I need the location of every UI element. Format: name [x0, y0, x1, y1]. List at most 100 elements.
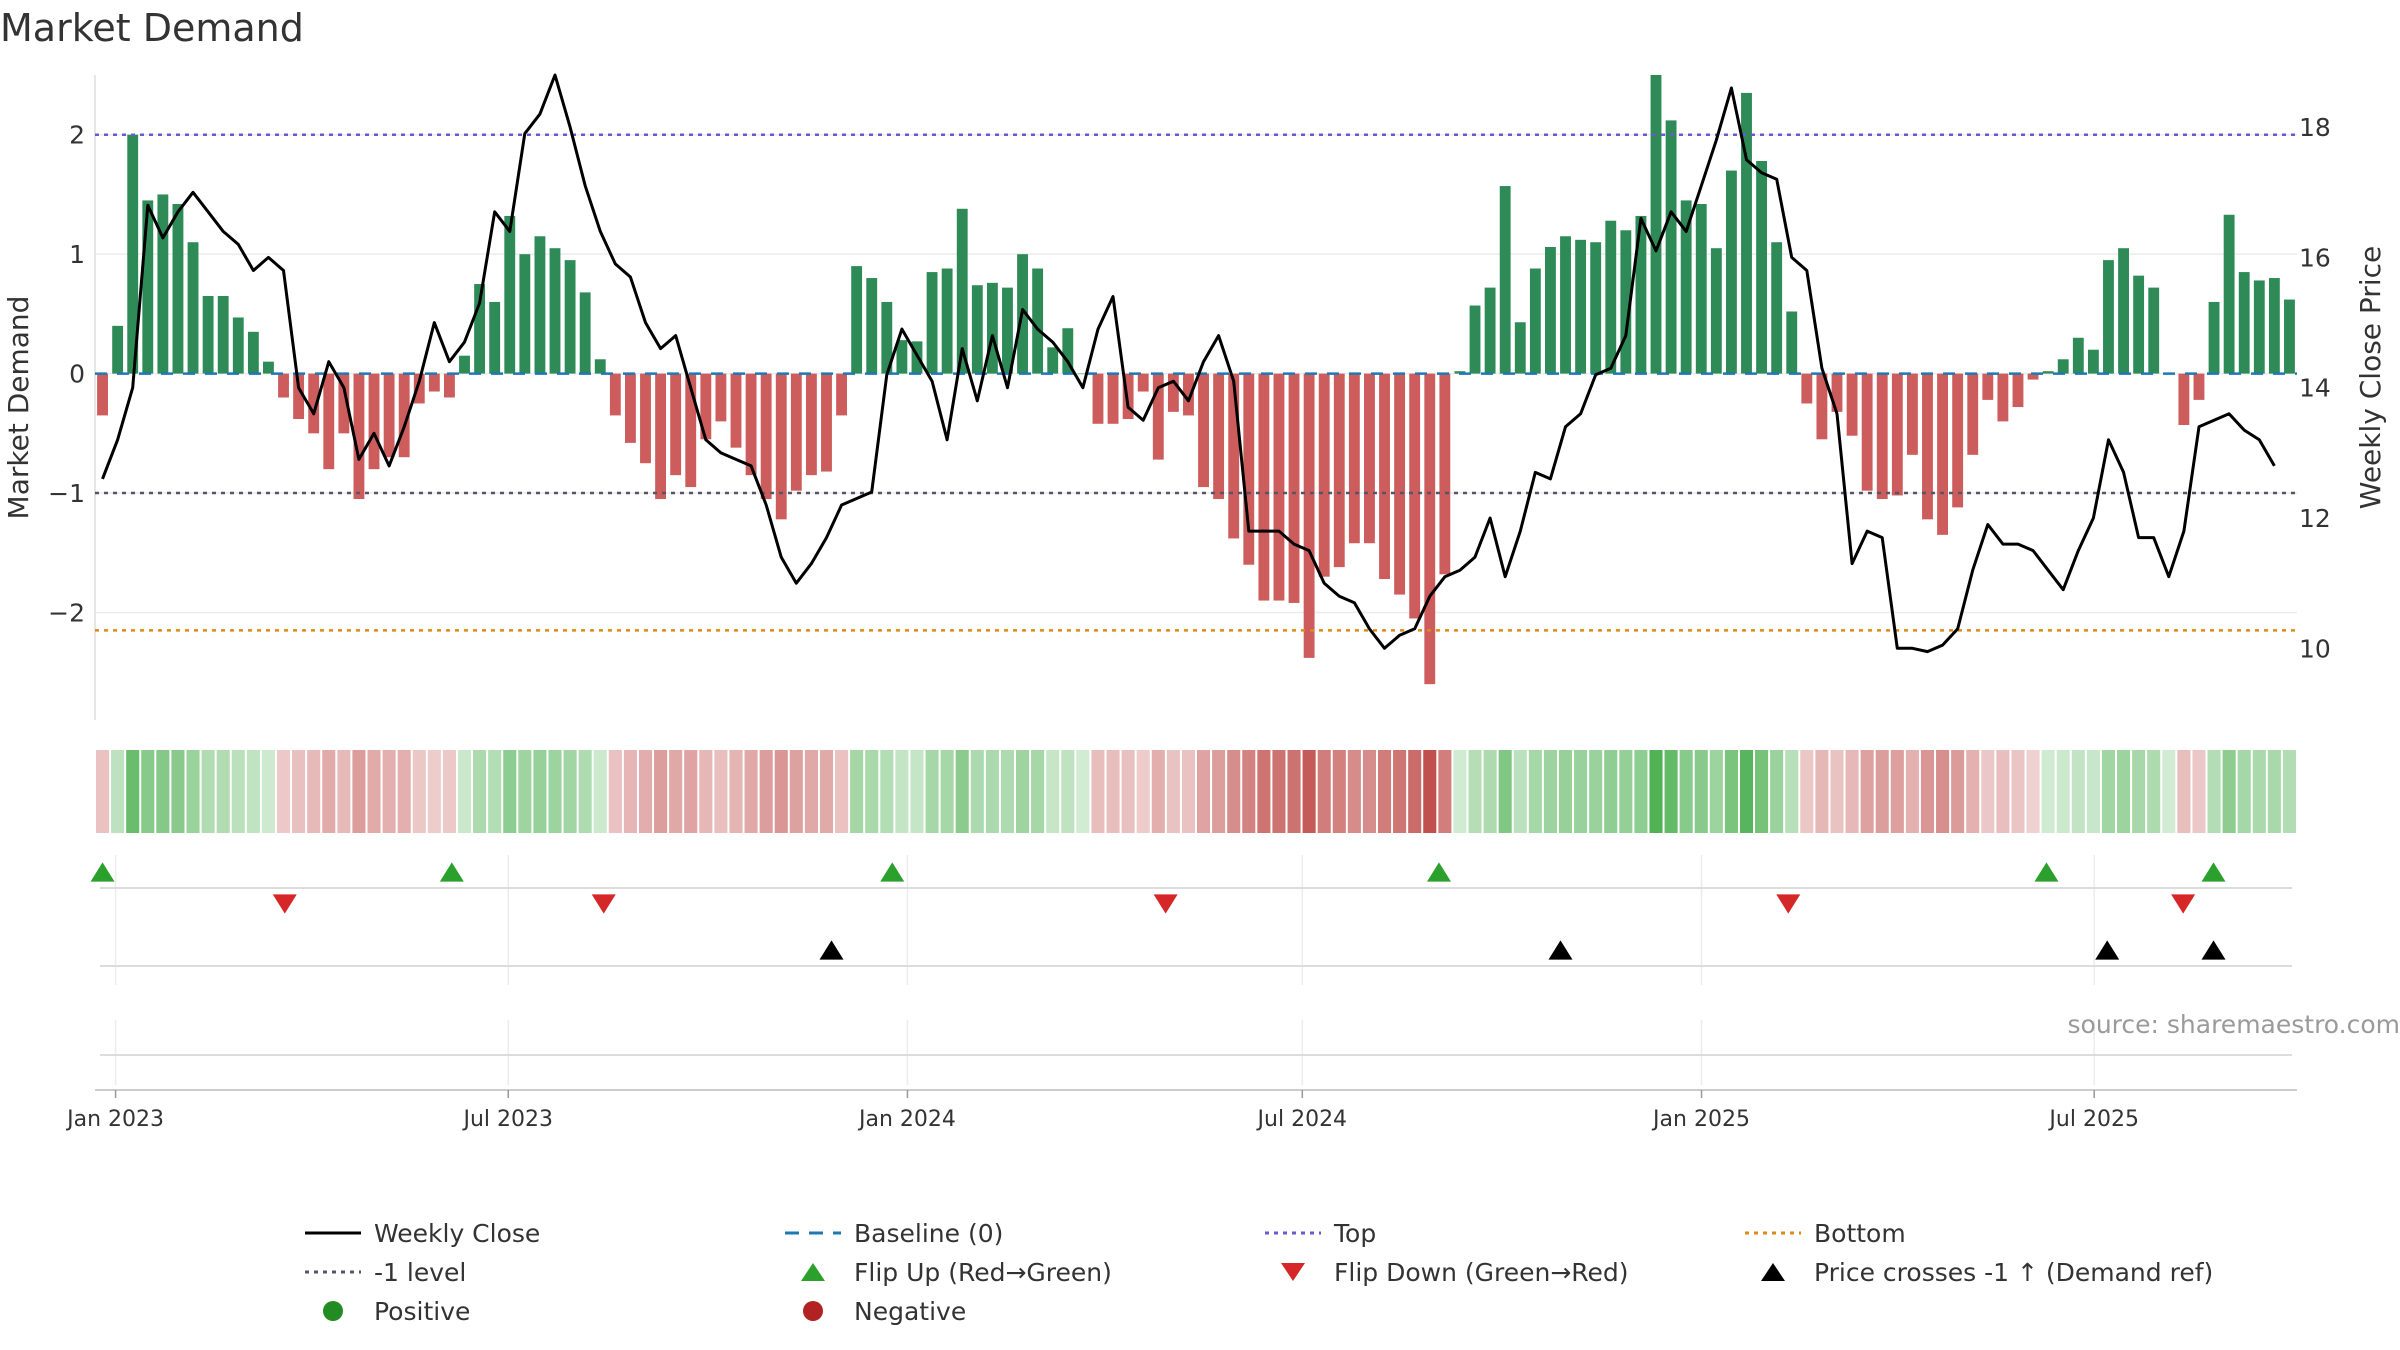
heatmap-cell: [714, 750, 728, 833]
demand-bar: [142, 200, 154, 374]
heatmap-cell: [2162, 750, 2176, 833]
flip-down-marker: [272, 894, 297, 914]
heatmap-cell: [804, 750, 818, 833]
demand-bar: [1469, 305, 1481, 374]
demand-bar: [2148, 287, 2160, 374]
heatmap-cell: [1800, 750, 1814, 833]
heatmap-cell: [412, 750, 426, 833]
heatmap-cell: [850, 750, 864, 833]
heatmap-cell: [1649, 750, 1663, 833]
legend-item: Flip Up (Red→Green): [780, 1254, 1112, 1290]
demand-bar: [1620, 230, 1632, 374]
demand-bar: [1967, 373, 1979, 455]
heatmap-cell: [171, 750, 185, 833]
demand-bar: [1243, 373, 1255, 565]
demand-bar: [398, 373, 410, 458]
demand-bar: [1062, 328, 1074, 374]
demand-bar: [1092, 373, 1104, 424]
heatmap-cell: [578, 750, 592, 833]
demand-bar: [896, 340, 908, 374]
heatmap-cell: [895, 750, 909, 833]
heatmap-cell: [307, 750, 321, 833]
flip-down-marker: [591, 894, 616, 914]
demand-bar: [217, 295, 229, 374]
y-tick-label: 0: [69, 360, 85, 389]
heatmap-cell: [2267, 750, 2281, 833]
heatmap-cell: [654, 750, 668, 833]
heatmap-cell: [1197, 750, 1211, 833]
demand-bar: [504, 215, 516, 374]
heatmap-cell: [1031, 750, 1045, 833]
demand-bar: [1394, 373, 1406, 595]
heatmap-cell: [1694, 750, 1708, 833]
heatmap-cell: [1151, 750, 1165, 833]
demand-bar: [1997, 373, 2009, 422]
heatmap-cell: [473, 750, 487, 833]
y2-tick-label: 14: [2299, 374, 2331, 403]
demand-bar: [1665, 120, 1677, 374]
flip-up-marker: [90, 862, 115, 882]
demand-bar: [1529, 268, 1541, 374]
heatmap-cell: [1212, 750, 1226, 833]
heatmap-cell: [985, 750, 999, 833]
demand-bar: [866, 278, 878, 374]
chart-title: Market Demand: [0, 6, 304, 50]
demand-bar: [338, 373, 350, 434]
demand-bar: [489, 301, 501, 374]
heatmap-cell: [1770, 750, 1784, 833]
demand-bar: [1741, 92, 1752, 374]
heatmap-cell: [970, 750, 984, 833]
legend-dot-icon: [780, 1293, 846, 1329]
heatmap-cell: [246, 750, 260, 833]
demand-bar: [1499, 186, 1511, 374]
demand-bar: [1273, 373, 1285, 601]
demand-bar: [1575, 239, 1587, 374]
heatmap-cell: [1362, 750, 1376, 833]
heatmap-cell: [1166, 750, 1180, 833]
legend-triangle-up-icon: [1740, 1254, 1806, 1290]
demand-bar: [1484, 287, 1496, 374]
demand-bar: [2133, 275, 2145, 374]
demand-bar: [1560, 236, 1571, 374]
demand-bar: [579, 292, 591, 374]
demand-bar: [775, 373, 787, 520]
heatmap-cell: [548, 750, 562, 833]
heatmap-cell: [1136, 750, 1150, 833]
heatmap-cell: [2252, 750, 2266, 833]
heatmap-cell: [1393, 750, 1407, 833]
demand-bar: [534, 236, 546, 374]
demand-bar: [1303, 373, 1315, 658]
demand-bar: [1801, 373, 1813, 404]
demand-bar: [1122, 373, 1134, 419]
heatmap-cell: [910, 750, 924, 833]
demand-bar: [2057, 359, 2069, 374]
demand-bar: [2103, 260, 2114, 374]
heatmap-cell: [774, 750, 788, 833]
demand-bar: [941, 268, 953, 374]
demand-bar: [745, 373, 757, 476]
legend-label: Price crosses -1 ↑ (Demand ref): [1814, 1257, 2214, 1287]
demand-bar: [1710, 248, 1722, 374]
heatmap-cell: [2192, 750, 2206, 833]
flip-down-marker: [1776, 894, 1801, 914]
heatmap-cell: [141, 750, 155, 833]
heatmap-cell: [1242, 750, 1256, 833]
price-cross-marker: [2095, 940, 2120, 960]
legend-item: Top: [1260, 1215, 1376, 1251]
demand-bar: [956, 208, 968, 374]
heatmap-cell: [2011, 750, 2025, 833]
heatmap-cell: [201, 750, 215, 833]
demand-bar: [760, 373, 772, 500]
legend-line-dash-icon: [780, 1215, 846, 1251]
demand-bar: [715, 373, 727, 422]
legend-line-solid-icon: [300, 1215, 366, 1251]
y-tick-label: 1: [69, 240, 85, 269]
heatmap-cell: [1755, 750, 1769, 833]
demand-bar: [1439, 373, 1451, 575]
heatmap-cell: [2026, 750, 2040, 833]
heatmap-cell: [488, 750, 502, 833]
demand-bar: [564, 260, 576, 374]
heatmap-cell: [1046, 750, 1060, 833]
demand-bar: [2178, 373, 2190, 425]
heatmap-cell: [925, 750, 939, 833]
